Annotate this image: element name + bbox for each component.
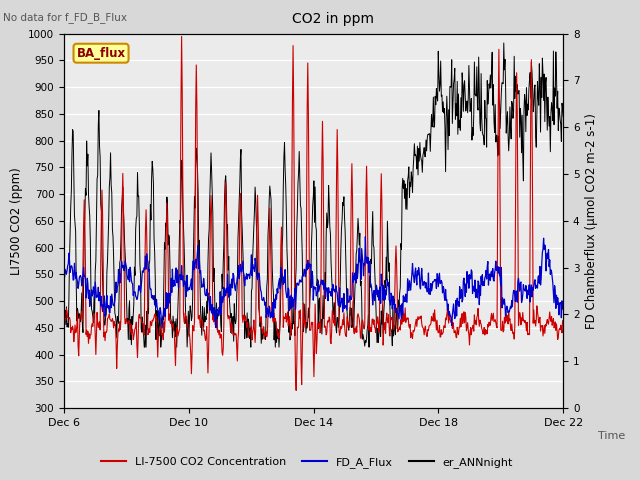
Legend: LI-7500 CO2 Concentration, FD_A_Flux, er_ANNnight: LI-7500 CO2 Concentration, FD_A_Flux, er… [97,452,518,472]
Y-axis label: FD Chamberflux (μmol CO2 m-2 s-1): FD Chamberflux (μmol CO2 m-2 s-1) [585,113,598,329]
Y-axis label: LI7500 CO2 (ppm): LI7500 CO2 (ppm) [10,167,22,275]
Text: BA_flux: BA_flux [77,47,125,60]
Text: CO2 in ppm: CO2 in ppm [292,12,374,26]
Text: No data for f_FD_B_Flux: No data for f_FD_B_Flux [3,12,127,23]
Text: Time: Time [598,431,626,441]
